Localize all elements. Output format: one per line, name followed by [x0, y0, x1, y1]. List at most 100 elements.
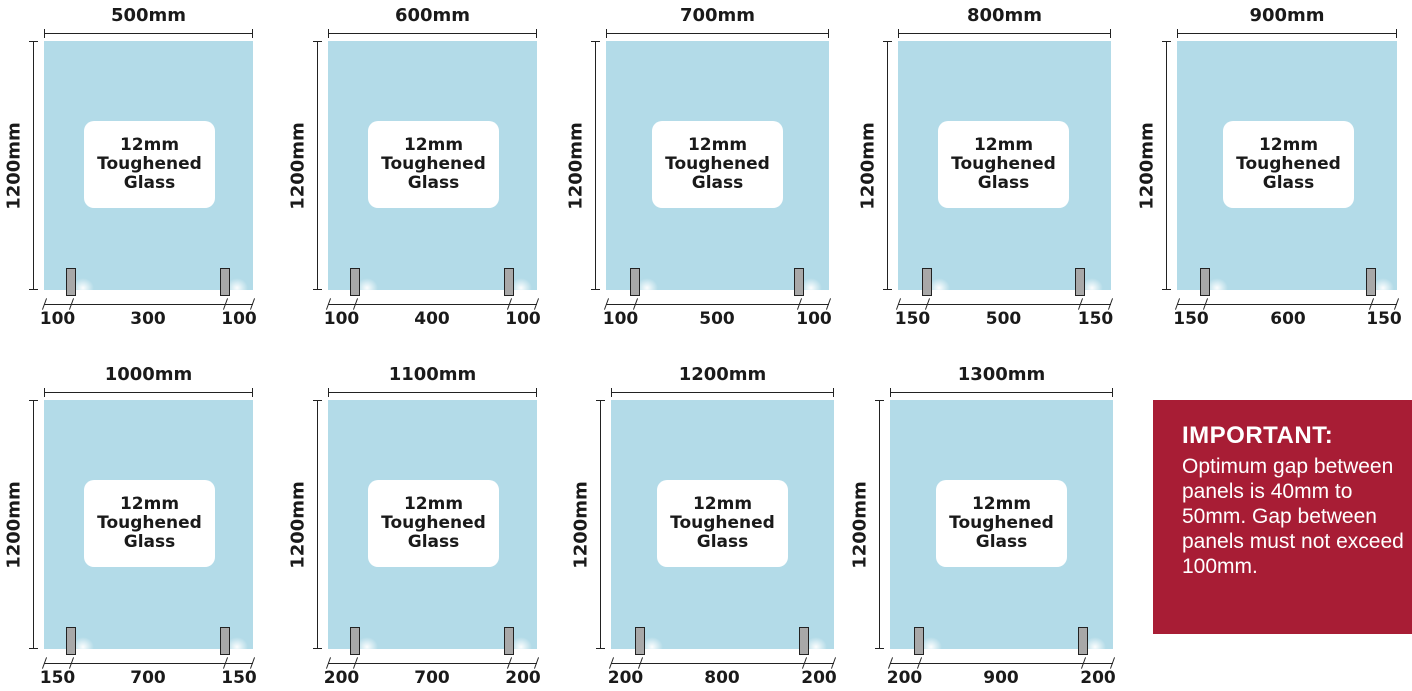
glass-label-badge: 12mm Toughened Glass: [368, 121, 499, 208]
spigot: [220, 268, 230, 296]
height-label: 1200mm: [287, 122, 309, 210]
width-dimension-tick: [898, 29, 899, 38]
bottom-dimension-label: 150: [1366, 309, 1402, 329]
bottom-dimension-label: 200: [607, 668, 644, 688]
glass-label-badge: 12mm Toughened Glass: [84, 121, 215, 208]
width-dimension-line: [898, 33, 1111, 34]
glass-label-badge: 12mm Toughened Glass: [84, 480, 215, 567]
height-label: 1200mm: [570, 481, 592, 569]
bottom-dimension-line: [328, 663, 537, 664]
spigot: [914, 627, 924, 655]
bottom-dimension-line: [1177, 304, 1397, 305]
spigot: [794, 268, 804, 296]
spigot-glow: [928, 278, 950, 298]
bottom-dimension-label: 200: [505, 668, 541, 688]
bottom-dimension-line: [611, 663, 834, 664]
glass-label-badge: 12mm Toughened Glass: [652, 121, 783, 208]
height-dimension-line: [600, 400, 601, 649]
spigot: [1366, 268, 1376, 296]
glass-label-line: Toughened: [670, 513, 775, 533]
width-dimension-tick: [252, 388, 253, 397]
spigot-glow: [356, 278, 378, 298]
width-dimension-tick: [611, 388, 612, 397]
glass-label-line: Glass: [407, 532, 460, 552]
spigot: [630, 268, 640, 296]
glass-label-line: Glass: [1262, 173, 1315, 193]
bottom-dimension-label: 600: [1270, 309, 1306, 329]
glass-label-line: 12mm: [973, 135, 1034, 155]
height-label: 1200mm: [3, 481, 25, 569]
bottom-dimension-label: 100: [221, 309, 257, 329]
width-label: 600mm: [394, 5, 471, 26]
height-dimension-line: [1166, 41, 1167, 290]
bottom-dimension-label: 700: [414, 668, 450, 688]
spigot: [799, 627, 809, 655]
glass-label-line: Glass: [977, 173, 1030, 193]
height-dimension-tick: [875, 648, 884, 649]
glass-label-line: Toughened: [949, 513, 1054, 533]
bottom-dimension-label: 150: [221, 668, 257, 688]
important-line: panels must not exceed: [1182, 530, 1404, 553]
width-label: 1000mm: [104, 364, 193, 385]
spigot-glow: [805, 637, 827, 657]
important-title: IMPORTANT:: [1182, 422, 1334, 449]
spigot: [1200, 268, 1210, 296]
glass-label-line: Toughened: [381, 154, 486, 174]
glass-label-badge: 12mm Toughened Glass: [657, 480, 788, 567]
width-dimension-line: [328, 33, 537, 34]
glass-label-badge: 12mm Toughened Glass: [938, 121, 1069, 208]
glass-label-line: Toughened: [381, 513, 486, 533]
width-dimension-line: [606, 33, 829, 34]
glass-label-line: Glass: [696, 532, 749, 552]
width-dimension-tick: [1110, 29, 1111, 38]
spigot-glow: [510, 278, 532, 298]
glass-label-badge: 12mm Toughened Glass: [368, 480, 499, 567]
bottom-dimension-label: 100: [39, 309, 76, 329]
important-line: 100mm.: [1182, 555, 1258, 578]
glass-label-line: Toughened: [97, 513, 202, 533]
spigot-glow: [1206, 278, 1228, 298]
bottom-dimension-label: 150: [1077, 309, 1114, 329]
width-dimension-line: [611, 392, 834, 393]
glass-label-line: 12mm: [119, 135, 180, 155]
glass-label-line: Glass: [123, 173, 176, 193]
bottom-dimension-label: 700: [130, 668, 166, 688]
glass-label-line: 12mm: [403, 494, 464, 514]
glass-label-line: Glass: [975, 532, 1028, 552]
bottom-dimension-label: 400: [414, 309, 450, 329]
glass-label-line: Toughened: [97, 154, 202, 174]
height-dimension-tick: [596, 648, 605, 649]
width-label: 1200mm: [678, 364, 767, 385]
width-dimension-tick: [328, 388, 329, 397]
width-label: 500mm: [110, 5, 187, 26]
width-dimension-tick: [1396, 29, 1397, 38]
width-dimension-tick: [1177, 29, 1178, 38]
height-dimension-line: [879, 400, 880, 649]
height-label: 1200mm: [287, 481, 309, 569]
bottom-dimension-label: 500: [699, 309, 735, 329]
glass-label-line: Toughened: [951, 154, 1056, 174]
bottom-dimension-label: 900: [983, 668, 1019, 688]
height-label: 1200mm: [1136, 122, 1158, 210]
width-dimension-line: [890, 392, 1113, 393]
spigot: [1078, 627, 1088, 655]
spigot: [635, 627, 645, 655]
spigot: [1075, 268, 1085, 296]
important-line: Optimum gap between: [1182, 455, 1394, 478]
height-dimension-tick: [883, 289, 892, 290]
height-dimension-line: [595, 41, 596, 290]
important-note: IMPORTANT: Optimum gap between panels is…: [1153, 400, 1412, 634]
glass-label-line: Glass: [407, 173, 460, 193]
bottom-dimension-line: [44, 663, 253, 664]
width-dimension-line: [1177, 33, 1397, 34]
width-label: 1100mm: [388, 364, 477, 385]
height-dimension-tick: [29, 41, 38, 42]
bottom-dimension-label: 100: [323, 309, 360, 329]
spigot: [350, 268, 360, 296]
bottom-dimension-label: 800: [704, 668, 740, 688]
height-dimension-tick: [29, 648, 38, 649]
glass-label-line: Glass: [123, 532, 176, 552]
glass-label-line: 12mm: [692, 494, 753, 514]
width-dimension-tick: [252, 29, 253, 38]
bottom-dimension-label: 150: [39, 668, 76, 688]
